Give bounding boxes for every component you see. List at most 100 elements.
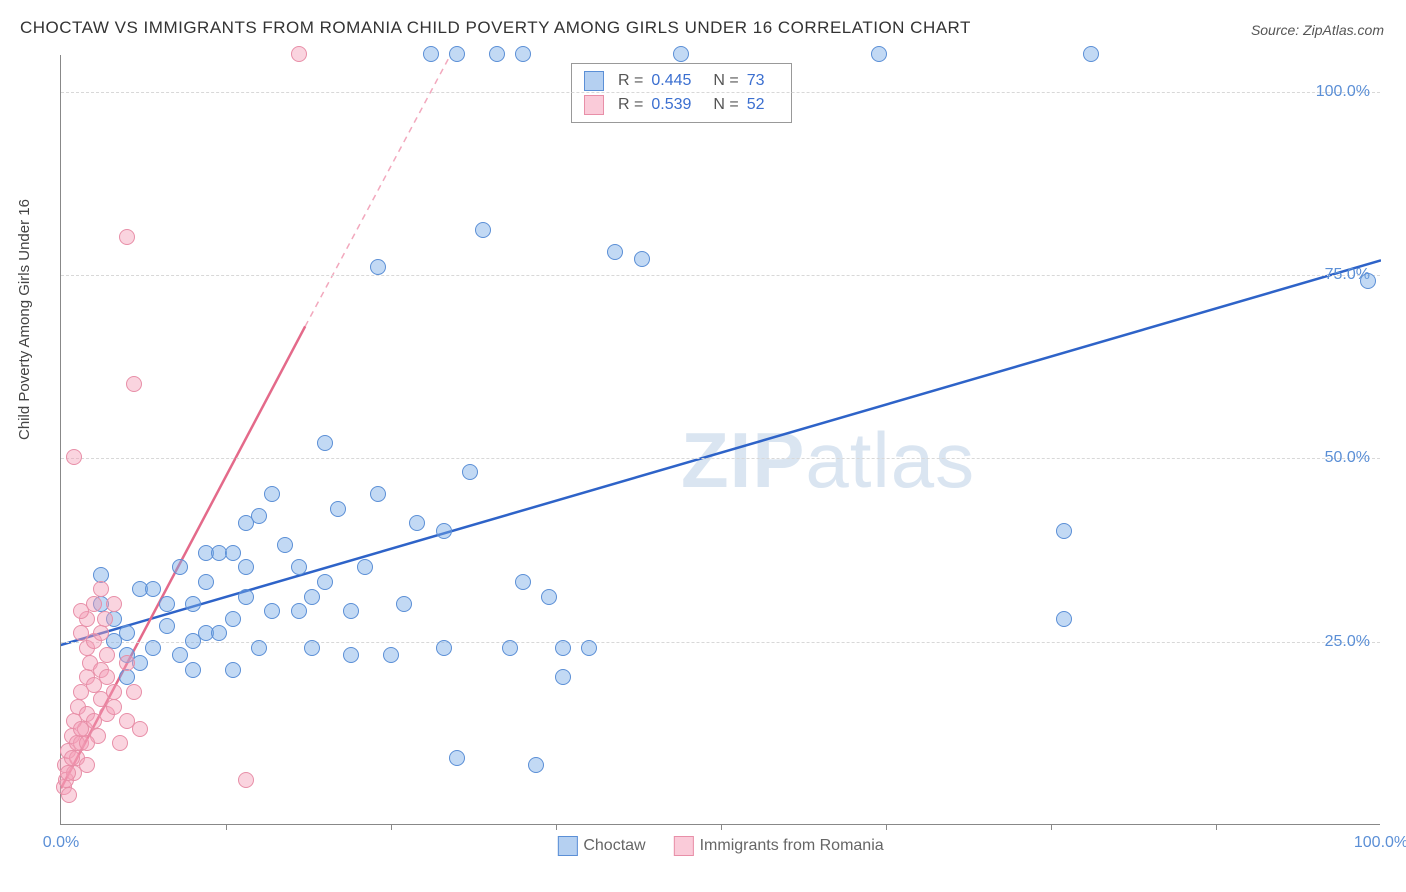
data-point [119, 655, 135, 671]
data-point [64, 750, 80, 766]
data-point [264, 603, 280, 619]
data-point [99, 669, 115, 685]
data-point [172, 559, 188, 575]
chart-title: CHOCTAW VS IMMIGRANTS FROM ROMANIA CHILD… [20, 18, 971, 38]
data-point [515, 574, 531, 590]
data-point [93, 581, 109, 597]
data-point [607, 244, 623, 260]
data-point [264, 486, 280, 502]
data-point [238, 772, 254, 788]
data-point [126, 376, 142, 392]
data-point [238, 515, 254, 531]
legend-series: Choctaw Immigrants from Romania [557, 836, 883, 856]
legend-r-value: 0.445 [651, 72, 691, 90]
data-point [1083, 46, 1099, 62]
x-tick-mark [391, 824, 392, 830]
x-tick-mark [886, 824, 887, 830]
y-tick-label: 50.0% [1325, 449, 1370, 467]
data-point [132, 721, 148, 737]
data-point [198, 574, 214, 590]
data-point [185, 662, 201, 678]
data-point [1056, 611, 1072, 627]
data-point [126, 684, 142, 700]
data-point [159, 596, 175, 612]
legend-n-label: N = [713, 96, 738, 114]
x-tick-mark [1051, 824, 1052, 830]
data-point [871, 46, 887, 62]
data-point [343, 603, 359, 619]
data-point [106, 684, 122, 700]
data-point [436, 523, 452, 539]
legend-swatch [584, 95, 604, 115]
legend-n-value: 73 [747, 72, 765, 90]
gridline [61, 275, 1380, 276]
data-point [106, 596, 122, 612]
data-point [66, 449, 82, 465]
legend-stats-row: R = 0.539N = 52 [584, 93, 779, 117]
data-point [97, 611, 113, 627]
watermark-atlas: atlas [805, 416, 975, 504]
data-point [73, 721, 89, 737]
data-point [119, 229, 135, 245]
data-point [73, 603, 89, 619]
data-point [61, 787, 77, 803]
legend-stats: R = 0.445N = 73R = 0.539N = 52 [571, 63, 792, 123]
data-point [60, 765, 76, 781]
legend-item: Choctaw [557, 836, 645, 856]
data-point [541, 589, 557, 605]
y-tick-label: 25.0% [1325, 633, 1370, 651]
legend-r-label: R = [618, 96, 643, 114]
data-point [291, 559, 307, 575]
data-point [291, 46, 307, 62]
data-point [396, 596, 412, 612]
x-tick-mark [556, 824, 557, 830]
data-point [515, 46, 531, 62]
scatter-plot: ZIPatlas R = 0.445N = 73R = 0.539N = 52 … [60, 55, 1380, 825]
data-point [159, 618, 175, 634]
data-point [304, 640, 320, 656]
data-point [251, 640, 267, 656]
data-point [119, 669, 135, 685]
data-point [145, 581, 161, 597]
data-point [673, 46, 689, 62]
legend-n-label: N = [713, 72, 738, 90]
data-point [555, 669, 571, 685]
data-point [225, 662, 241, 678]
data-point [317, 435, 333, 451]
data-point [502, 640, 518, 656]
data-point [112, 735, 128, 751]
data-point [423, 46, 439, 62]
legend-item: Immigrants from Romania [674, 836, 884, 856]
data-point [581, 640, 597, 656]
data-point [238, 559, 254, 575]
data-point [185, 596, 201, 612]
data-point [145, 640, 161, 656]
data-point [225, 611, 241, 627]
data-point [634, 251, 650, 267]
data-point [79, 757, 95, 773]
data-point [291, 603, 307, 619]
data-point [93, 625, 109, 641]
data-point [1360, 273, 1376, 289]
data-point [383, 647, 399, 663]
data-point [409, 515, 425, 531]
source-label: Source: ZipAtlas.com [1251, 22, 1384, 38]
data-point [528, 757, 544, 773]
data-point [317, 574, 333, 590]
legend-stats-row: R = 0.445N = 73 [584, 69, 779, 93]
data-point [79, 735, 95, 751]
data-point [304, 589, 320, 605]
data-point [555, 640, 571, 656]
gridline [61, 458, 1380, 459]
legend-r-value: 0.539 [651, 96, 691, 114]
x-tick-mark [226, 824, 227, 830]
data-point [370, 259, 386, 275]
data-point [475, 222, 491, 238]
data-point [357, 559, 373, 575]
x-tick-label: 100.0% [1354, 834, 1406, 852]
data-point [106, 699, 122, 715]
legend-label: Immigrants from Romania [700, 837, 884, 855]
data-point [436, 640, 452, 656]
data-point [343, 647, 359, 663]
data-point [185, 633, 201, 649]
